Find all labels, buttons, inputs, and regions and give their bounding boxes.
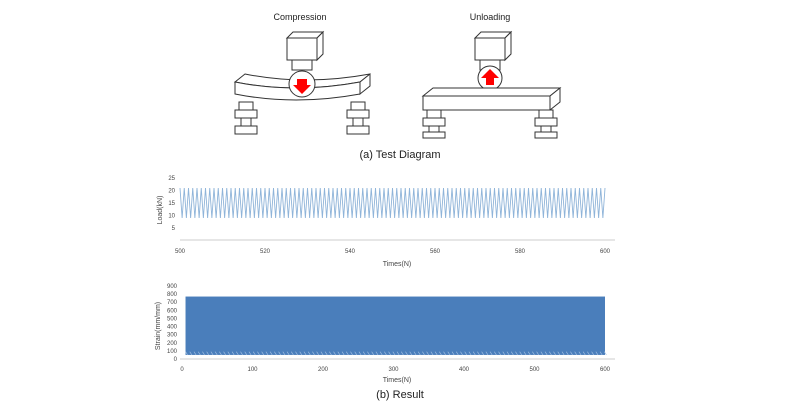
y-tick-label: 400 bbox=[167, 325, 178, 331]
x-tick-label: 100 bbox=[247, 367, 258, 373]
y-tick-label: 600 bbox=[167, 308, 178, 314]
load-series-line bbox=[179, 187, 606, 219]
strain-series-area bbox=[185, 296, 605, 355]
x-tick-label: 500 bbox=[175, 249, 186, 255]
x-tick-label: 540 bbox=[345, 249, 356, 255]
x-tick-label: 580 bbox=[515, 249, 526, 255]
x-tick-label: 400 bbox=[459, 367, 470, 373]
test-diagram-caption: (a) Test Diagram bbox=[359, 149, 441, 161]
x-axis-label: Times(N) bbox=[383, 377, 412, 384]
y-tick-label: 20 bbox=[168, 189, 175, 195]
compression-diagram bbox=[233, 30, 371, 135]
unloading-diagram bbox=[421, 30, 562, 139]
x-tick-label: 560 bbox=[430, 249, 441, 255]
strain-series-oscillation bbox=[185, 351, 607, 356]
y-tick-label: 100 bbox=[167, 349, 178, 355]
x-tick-label: 520 bbox=[260, 249, 271, 255]
y-tick-label: 900 bbox=[167, 284, 178, 290]
y-tick-label: 25 bbox=[168, 176, 175, 182]
x-tick-label: 0 bbox=[180, 367, 184, 373]
y-tick-label: 5 bbox=[172, 226, 176, 232]
x-tick-label: 200 bbox=[318, 367, 329, 373]
compression-label: Compression bbox=[273, 12, 327, 22]
x-axis-label: Times(N) bbox=[383, 261, 412, 268]
result-caption: (b) Result bbox=[376, 389, 424, 401]
y-tick-label: 500 bbox=[167, 316, 178, 322]
load-chart: 5 10 15 20 25 500 520 540 560 580 600 Load(kN) Tim… bbox=[157, 176, 615, 268]
y-tick-label: 0 bbox=[174, 357, 178, 363]
y-tick-label: 800 bbox=[167, 292, 178, 298]
x-tick-label: 600 bbox=[600, 367, 611, 373]
y-tick-label: 300 bbox=[167, 333, 178, 339]
y-axis-label: Strain(mm/mm) bbox=[155, 302, 162, 350]
down-arrow-icon bbox=[293, 79, 311, 94]
y-tick-label: 15 bbox=[168, 201, 175, 207]
unloading-label: Unloading bbox=[469, 12, 511, 22]
x-tick-label: 300 bbox=[388, 367, 399, 373]
y-axis-label: Load(kN) bbox=[157, 196, 164, 225]
x-tick-label: 600 bbox=[600, 249, 611, 255]
up-arrow-icon bbox=[481, 69, 499, 85]
y-tick-label: 10 bbox=[168, 214, 175, 220]
x-tick-label: 500 bbox=[529, 367, 540, 373]
y-tick-label: 200 bbox=[167, 341, 178, 347]
strain-chart: 0 100 200 300 400 500 600 700 800 900 0 100 200 300 40… bbox=[155, 284, 615, 384]
y-tick-label: 700 bbox=[167, 300, 178, 306]
